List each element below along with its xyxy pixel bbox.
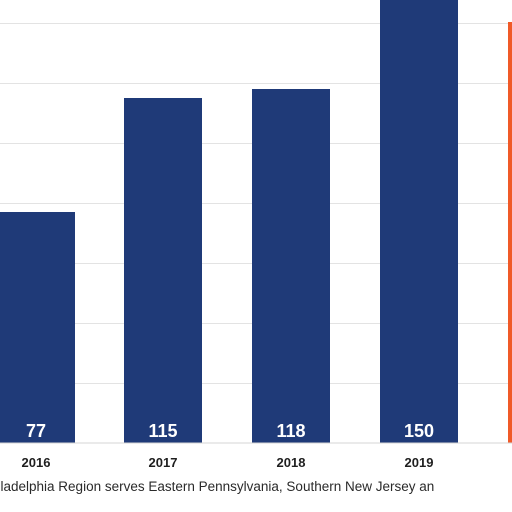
x-tick-label: 2018 <box>277 455 306 470</box>
bar <box>124 98 202 443</box>
bar <box>252 89 330 443</box>
x-tick-label: 2019 <box>405 455 434 470</box>
highlight-bar <box>508 22 512 443</box>
bars <box>0 0 458 443</box>
chart-footnote: hiladelphia Region serves Eastern Pennsy… <box>0 479 435 494</box>
bar-value-label: 77 <box>26 421 46 441</box>
x-axis-tick-labels: 2016 2017 2018 2019 <box>22 455 434 470</box>
bar <box>0 212 75 443</box>
x-tick-label: 2017 <box>149 455 178 470</box>
bar <box>380 0 458 443</box>
bar-value-labels: 77 115 118 150 <box>26 421 434 441</box>
bar-value-label: 118 <box>276 421 305 441</box>
bar-value-label: 115 <box>148 421 177 441</box>
x-tick-label: 2016 <box>22 455 51 470</box>
bar-value-label: 150 <box>404 421 434 441</box>
